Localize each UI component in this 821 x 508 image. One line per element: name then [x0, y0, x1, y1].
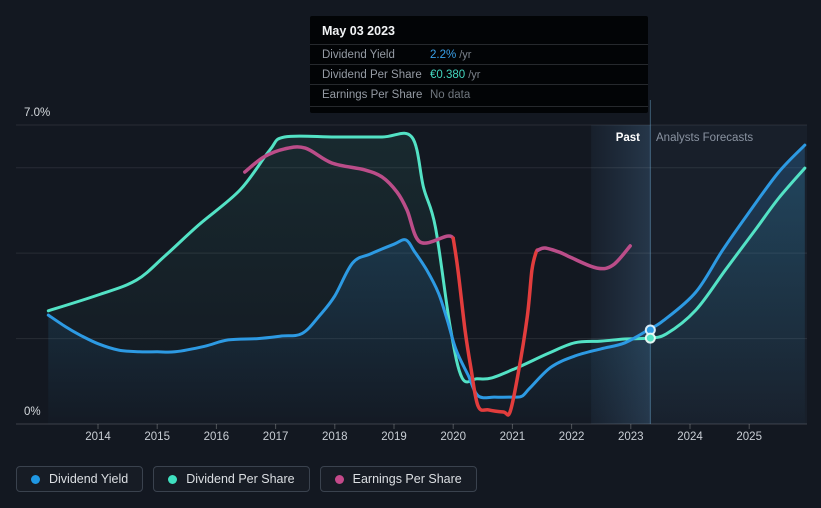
legend-label: Earnings Per Share — [352, 472, 462, 486]
tooltip-label: Dividend Per Share — [322, 69, 422, 81]
earnings-per-share-line-seg1 — [243, 145, 455, 245]
legend-dot — [334, 474, 344, 484]
x-axis-labels: 2014 2015 2016 2017 2018 2019 2020 2021 2022 2023… — [0, 431, 821, 447]
legend-label: Dividend Yield — [49, 472, 129, 486]
y-axis-max-label: 7.0% — [24, 107, 51, 119]
forecast-region-label: Analysts Forecasts — [656, 132, 754, 144]
tooltip-label: Earnings Per Share — [322, 89, 423, 101]
x-axis-label-2022: 2022 — [558, 431, 585, 443]
x-axis-label-2020: 2020 — [440, 431, 466, 443]
chart-legend: Dividend Yield Dividend Per Share Earnings… — [16, 466, 477, 492]
tooltip-row-dividend-per-share: Dividend Per Share €0.380 /yr — [310, 64, 648, 84]
tooltip-label: Dividend Yield — [322, 49, 395, 61]
x-axis-label-2017: 2017 — [262, 431, 289, 443]
legend-dot — [168, 474, 178, 484]
y-axis-min-label: 0% — [24, 406, 41, 418]
tooltip-value: 2.2% — [430, 49, 457, 61]
tooltip-value: No data — [430, 89, 471, 101]
earnings-per-share-line-seg2 — [451, 236, 540, 417]
x-axis-label-2023: 2023 — [618, 431, 644, 443]
tooltip-row-earnings-per-share: Earnings Per Share No data — [310, 84, 648, 107]
x-axis-label-2021: 2021 — [499, 431, 526, 443]
tooltip-row-dividend-yield: Dividend Yield 2.2% /yr — [310, 44, 648, 64]
x-axis-label-2025: 2025 — [736, 431, 762, 443]
dividend-yield-area — [48, 145, 805, 424]
dividend-per-share-line — [46, 131, 807, 384]
x-axis-label-2016: 2016 — [203, 431, 230, 443]
x-axis-label-2015: 2015 — [144, 431, 170, 443]
tooltip-unit: /yr — [459, 49, 472, 61]
tooltip-date: May 03 2023 — [322, 24, 395, 38]
legend-label: Dividend Per Share — [186, 472, 295, 486]
chart-tooltip: May 03 2023 Dividend Yield 2.2% /yr Divi… — [310, 16, 648, 113]
legend-item-dividend-per-share[interactable]: Dividend Per Share — [153, 466, 310, 492]
past-region-label: Past — [615, 132, 640, 144]
earnings-per-share-line-seg3 — [536, 244, 632, 271]
x-axis-label-2014: 2014 — [85, 431, 111, 443]
x-axis-label-2019: 2019 — [381, 431, 407, 443]
legend-dot — [31, 474, 40, 484]
x-axis-label-2018: 2018 — [322, 431, 348, 443]
tooltip-value: €0.380 — [430, 69, 466, 81]
legend-item-earnings-per-share[interactable]: Earnings Per Share — [319, 466, 477, 492]
legend-item-dividend-yield[interactable]: Dividend Yield — [16, 466, 144, 492]
tooltip-unit: /yr — [468, 69, 481, 81]
dividend-yield-line — [46, 143, 807, 400]
x-axis-label-2024: 2024 — [677, 431, 703, 443]
dividend-per-share-marker-dot — [644, 332, 656, 344]
